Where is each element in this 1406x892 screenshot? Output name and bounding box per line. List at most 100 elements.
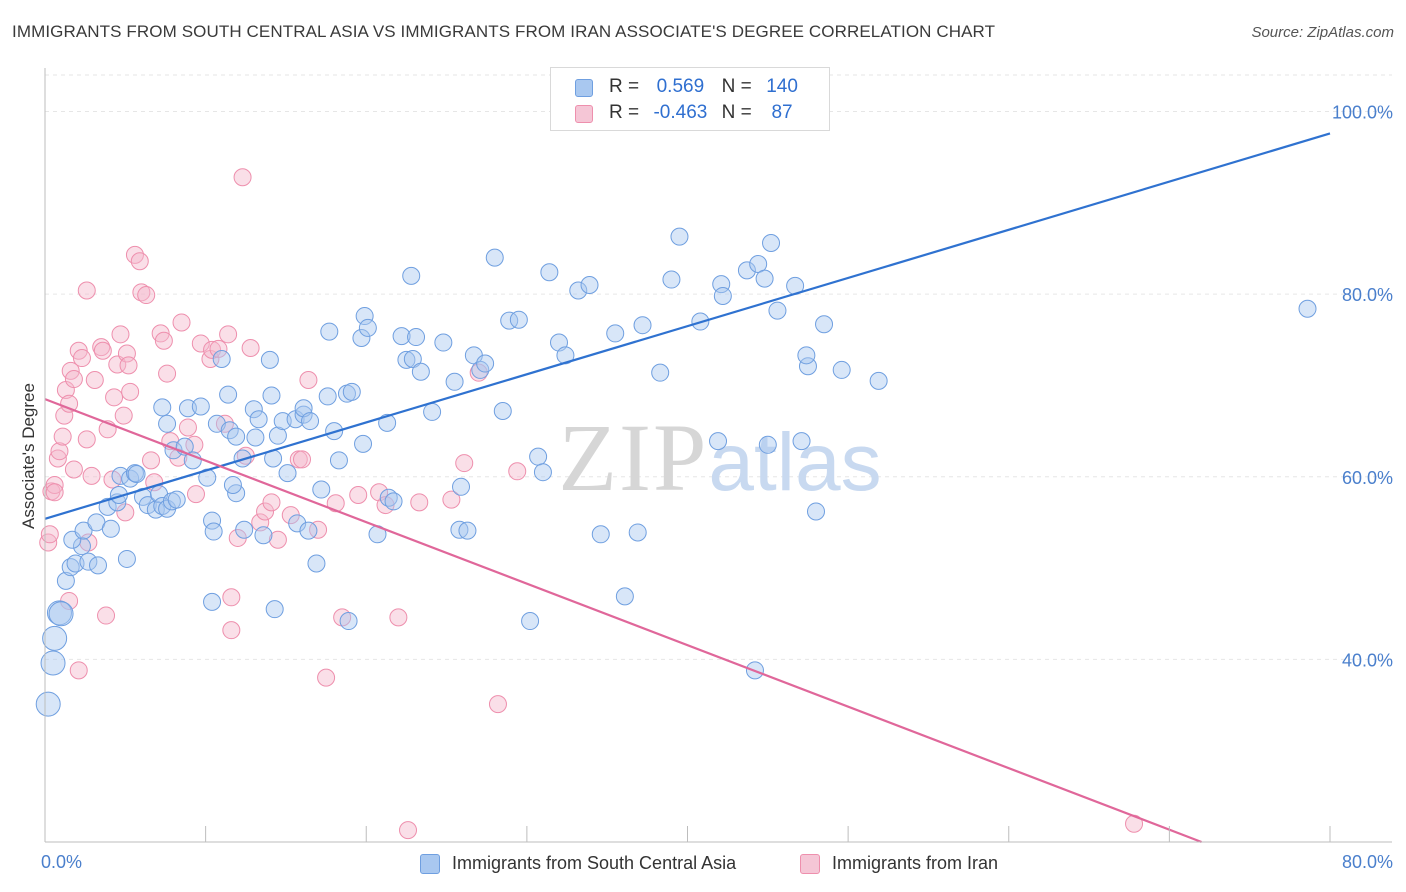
iran-point <box>191 334 210 353</box>
x-tick-label: 80.0% <box>1342 852 1393 872</box>
iran-point <box>209 339 228 358</box>
south-central-asia-point <box>352 328 371 347</box>
iran-point <box>154 331 173 350</box>
iran-point <box>105 388 124 407</box>
south-central-asia-point <box>307 554 326 573</box>
iran-point <box>45 475 64 494</box>
south-central-asia-point <box>378 413 397 432</box>
legend-n-label: N = <box>721 102 752 123</box>
iran-point <box>111 325 130 344</box>
south-central-asia-point <box>1298 299 1317 318</box>
south-central-asia-point <box>832 360 851 379</box>
south-central-asia-point <box>265 600 284 619</box>
south-central-asia-point <box>379 488 398 507</box>
iran-point <box>69 661 88 680</box>
south-central-asia-point <box>358 318 377 337</box>
south-central-asia-point <box>384 492 403 511</box>
south-central-asia-point <box>628 523 647 542</box>
iran-point <box>309 520 328 539</box>
series-iran-points <box>39 168 1144 840</box>
south-central-asia-point <box>662 270 681 289</box>
iran-point <box>72 349 91 368</box>
south-central-asia-point <box>509 310 528 329</box>
south-central-asia-point <box>768 301 787 320</box>
series-south-central-asia-points <box>35 227 1317 717</box>
iran-point <box>172 313 191 332</box>
south-central-asia-point <box>713 286 732 305</box>
iran-point <box>50 442 69 461</box>
south-central-asia-point <box>342 382 361 401</box>
iran-point <box>48 449 67 468</box>
iran-point <box>488 695 507 714</box>
south-central-asia-point <box>423 402 442 421</box>
south-central-asia-point <box>529 447 548 466</box>
south-central-asia-point <box>458 521 477 540</box>
south-central-asia-point <box>407 328 426 347</box>
south-central-asia-point <box>249 410 268 429</box>
south-central-asia-point <box>244 400 263 419</box>
south-central-asia-point <box>79 552 98 571</box>
south-central-asia-point <box>318 387 337 406</box>
iran-point <box>119 356 138 375</box>
x-tick-label: 0.0% <box>41 852 82 872</box>
watermark-zip: ZIP <box>558 404 708 511</box>
south-central-asia-point <box>392 327 411 346</box>
south-central-asia-point <box>569 281 588 300</box>
iran-point <box>399 821 418 840</box>
iran-point <box>40 525 59 544</box>
south-central-asia-point <box>204 522 223 541</box>
south-central-asia-point <box>125 464 144 483</box>
south-central-asia-point <box>227 427 246 446</box>
south-central-asia-point <box>167 490 186 509</box>
south-central-asia-point <box>815 315 834 334</box>
iran-trend-line <box>44 398 1202 844</box>
south-central-asia-point <box>127 465 146 484</box>
source-credit: Source: ZipAtlas.com <box>1251 24 1394 41</box>
y-tick-label: 40.0% <box>1342 650 1393 670</box>
south-central-asia-point <box>670 227 689 246</box>
legend-r-label: R = <box>609 102 640 123</box>
south-central-asia-point <box>42 625 68 651</box>
y-tick-label: 80.0% <box>1342 285 1393 305</box>
south-central-asia-point <box>219 385 238 404</box>
south-central-asia-point <box>72 537 91 556</box>
south-central-asia-point <box>540 263 559 282</box>
bottom-legend-label: Immigrants from Iran <box>832 853 999 873</box>
iran-point <box>262 493 281 512</box>
legend-n-value: 87 <box>771 102 793 123</box>
south-central-asia-point <box>411 362 430 381</box>
south-central-asia-point <box>35 691 61 717</box>
iran-point <box>317 668 336 687</box>
south-central-asia-point <box>397 350 416 369</box>
iran-point <box>77 430 96 449</box>
legend-n-value: 140 <box>766 76 798 97</box>
iran-point <box>77 281 96 300</box>
iran-point <box>469 363 488 382</box>
iran-point <box>442 490 461 509</box>
y-tick-label: 60.0% <box>1342 468 1393 488</box>
south-central-asia-point <box>445 372 464 391</box>
iran-point <box>114 406 133 425</box>
south-central-asia-point <box>278 464 297 483</box>
iran-point <box>233 168 252 187</box>
south-central-asia-point <box>651 363 670 382</box>
legend-n-label: N = <box>721 76 752 97</box>
y-axis-title: Associate's Degree <box>19 383 38 529</box>
iran-point <box>93 341 112 360</box>
iran-point <box>142 451 161 470</box>
legend-stats-blue: R = 0.569 N = 140 <box>609 76 807 98</box>
iran-point <box>158 364 177 383</box>
south-central-asia-point <box>615 587 634 606</box>
south-central-asia-point <box>191 397 210 416</box>
south-central-asia-point <box>40 650 66 676</box>
south-central-asia-point <box>792 432 811 451</box>
south-central-asia-point <box>223 475 242 494</box>
south-central-asia-point <box>521 612 540 631</box>
south-central-asia-point <box>807 502 825 521</box>
south-central-asia-point <box>312 480 331 499</box>
south-central-asia-point <box>320 322 339 341</box>
south-central-asia-point <box>262 386 281 405</box>
iran-point <box>53 427 72 446</box>
iran-point <box>299 370 318 389</box>
